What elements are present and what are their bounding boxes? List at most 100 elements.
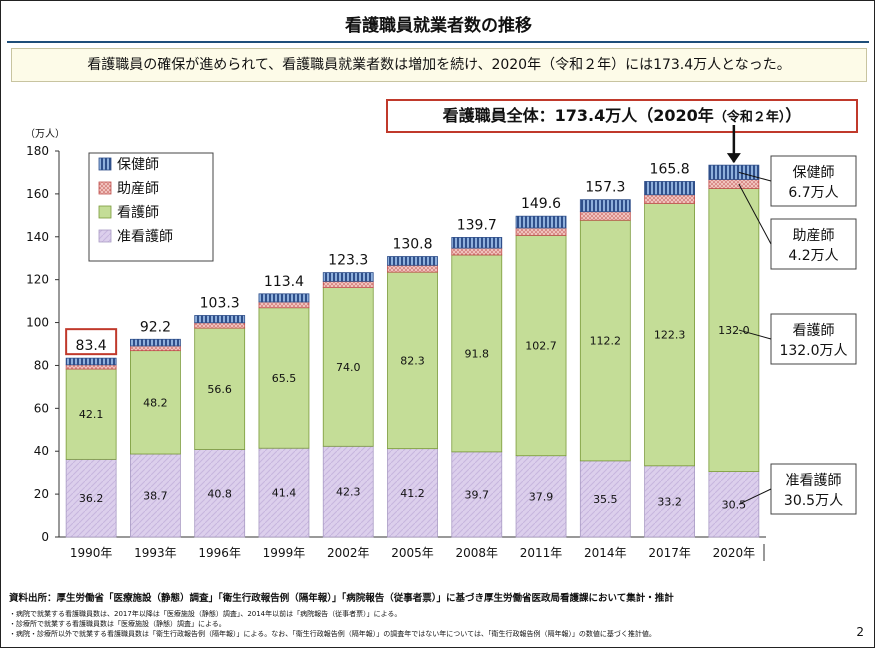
x-tick-label: 1999年 [263,546,306,560]
y-tick-label: 60 [34,401,49,415]
legend-swatch-josanshi [98,181,112,195]
total-label: 130.8 [392,237,432,253]
callout-main: 看護職員全体：173.4万人（2020年 [442,106,714,125]
bar-kangoshi [387,271,438,450]
data-label-junkangoshi: 41.2 [400,487,425,500]
y-tick-label: 40 [34,444,49,458]
callout-era: （令和２年） [713,110,786,125]
x-tick-label: 1993年 [134,546,177,560]
right-label-value: 6.7万人 [788,185,838,201]
bar-junkangoshi [579,460,631,538]
data-label-kangoshi: 48.2 [143,396,168,409]
y-tick-label: 100 [26,316,49,330]
bar-josanshi [451,247,503,256]
y-tick-label: 140 [26,230,49,244]
x-tick-label: 2005年 [391,546,434,560]
x-tick-label: 2014年 [584,546,627,560]
bar-junkangoshi [515,455,567,538]
total-label: 103.3 [200,295,240,311]
right-label-value: 4.2万人 [788,248,838,264]
bar-kangoshi [65,368,117,460]
data-label-kangoshi: 56.6 [207,383,232,396]
y-tick-label: 80 [34,358,49,372]
bar-kangoshi [451,254,503,453]
bar-josanshi [387,264,438,273]
data-label-junkangoshi: 35.5 [593,493,618,506]
x-tick-label: 2002年 [327,546,370,560]
bar-kangoshi [258,307,310,449]
data-label-kangoshi: 65.5 [272,372,297,385]
total-label: 83.4 [76,338,107,354]
leader-line [738,488,772,505]
x-tick-label: 2008年 [455,546,498,560]
right-label-name: 助産師 [793,228,835,244]
footnote-2: ・診療所で就業する看護職員数は「医療施設（静態）調査」による。 [9,620,226,628]
data-label-kangoshi: 82.3 [400,354,425,367]
summary-box: 看護職員の確保が進められて、看護職員就業者数は増加を続け、2020年（令和２年）… [11,48,867,82]
data-label-junkangoshi: 40.8 [207,487,232,500]
data-label-junkangoshi: 39.7 [465,488,490,501]
leader-line [738,329,772,340]
bar-kangoshi [579,219,631,462]
bar-hokenshi [515,215,567,229]
page-title: 看護職員就業者数の推移 [345,16,532,36]
y-tick-label: 160 [26,187,49,201]
right-label-box-kangoshi [770,313,857,365]
right-label-value: 132.0万人 [779,343,847,359]
x-tick-label: 2017年 [648,546,691,560]
callout-end: ） [785,106,802,125]
bar-junkangoshi [644,465,695,538]
callout-arrowhead [726,153,741,164]
legend-swatch-hokenshi [98,157,112,171]
bar-junkangoshi [708,471,760,538]
legend-label-junkangoshi: 准看護師 [117,229,173,245]
data-label-kangoshi: 74.0 [336,361,361,374]
leader-line [738,171,772,182]
bar-hokenshi [387,256,438,266]
page-number: 2 [856,625,864,639]
total-callout: 看護職員全体：173.4万人（2020年（令和２年）） [386,99,858,133]
total-label: 149.6 [521,196,561,212]
right-label-name: 保健師 [793,165,835,181]
bar-hokenshi [451,237,503,249]
bar-josanshi [322,280,374,289]
data-label-junkangoshi: 38.7 [143,490,168,503]
bar-junkangoshi [451,451,503,538]
legend-swatch-kangoshi [98,205,112,219]
legend-label-josanshi: 助産師 [117,181,159,197]
bar-hokenshi [708,164,760,180]
right-label-box-hokenshi [770,155,857,207]
y-tick-label: 0 [41,530,49,544]
legend-label-kangoshi: 看護師 [117,205,159,221]
right-label-name: 准看護師 [786,473,842,489]
bar-junkangoshi [65,458,117,538]
data-label-kangoshi: 122.3 [654,329,686,342]
legend-label-hokenshi: 保健師 [117,157,159,173]
bar-josanshi [130,345,181,352]
data-label-kangoshi: 132.0 [718,324,750,337]
data-label-junkangoshi: 41.4 [272,487,297,500]
bar-hokenshi [130,338,181,347]
bar-hokenshi [65,357,117,366]
data-label-junkangoshi: 30.5 [722,498,747,511]
y-tick-label: 120 [26,273,49,287]
bar-hokenshi [258,293,310,303]
bar-hokenshi [194,315,246,324]
bar-kangoshi [322,287,374,447]
bar-josanshi [65,364,117,370]
bar-hokenshi [644,181,695,196]
bar-kangoshi [708,188,760,472]
data-label-junkangoshi: 33.2 [657,495,682,508]
data-label-junkangoshi: 36.2 [79,492,104,505]
right-label-box-josanshi [770,218,857,270]
y-tick-label: 180 [26,144,49,158]
right-label-value: 30.5万人 [784,493,843,509]
leader-line [738,183,772,245]
data-label-kangoshi: 112.2 [590,335,622,348]
data-label-kangoshi: 91.8 [465,347,490,360]
data-label-kangoshi: 102.7 [525,340,557,353]
total-label: 139.7 [457,217,497,233]
bar-kangoshi [515,235,567,457]
x-tick-label: 2011年 [520,546,563,560]
